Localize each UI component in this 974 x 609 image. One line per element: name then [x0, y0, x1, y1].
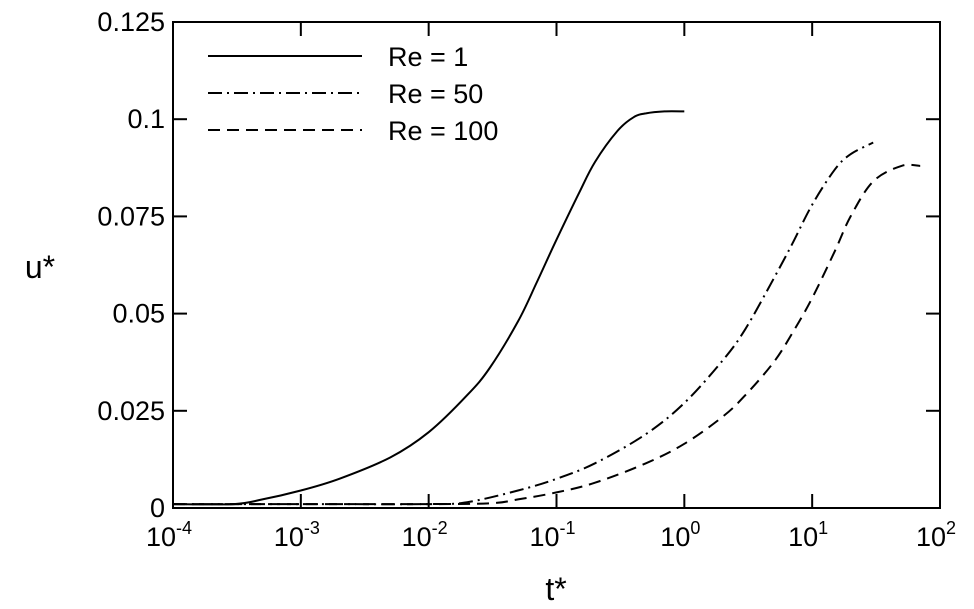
legend-label: Re = 50	[388, 79, 483, 109]
legend: Re = 1 Re = 50 Re = 100	[208, 42, 498, 146]
x-tick-label: 101	[788, 518, 828, 552]
y-tick-label: 0.075	[97, 201, 165, 231]
x-tick-label: 102	[916, 518, 956, 552]
y-axis-ticks: 0 0.025 0.05 0.075 0.1 0.125	[97, 7, 940, 523]
y-axis-label: u*	[25, 249, 55, 285]
x-axis-label: t*	[545, 571, 566, 607]
x-tick-label: 100	[660, 518, 700, 552]
x-tick-label: 10-4	[146, 518, 192, 552]
legend-label: Re = 1	[388, 42, 468, 72]
series-line-1	[172, 110, 685, 506]
legend-label: Re = 100	[388, 116, 498, 146]
plot-frame	[172, 21, 941, 509]
x-tick-label: 10-2	[402, 518, 448, 552]
y-tick-label: 0.05	[112, 299, 165, 329]
y-tick-label: 0.1	[127, 104, 165, 134]
series-group	[172, 110, 921, 506]
x-tick-label: 10-1	[529, 518, 575, 552]
x-axis-ticks: 10-4 10-3 10-2 10-1 100 101 102	[146, 22, 956, 552]
x-tick-label: 10-3	[274, 518, 320, 552]
series-line-2	[173, 141, 874, 506]
y-tick-label: 0.125	[97, 7, 165, 37]
y-tick-label: 0	[150, 493, 165, 523]
y-tick-label: 0.025	[97, 396, 165, 426]
series-line-3	[173, 163, 921, 506]
